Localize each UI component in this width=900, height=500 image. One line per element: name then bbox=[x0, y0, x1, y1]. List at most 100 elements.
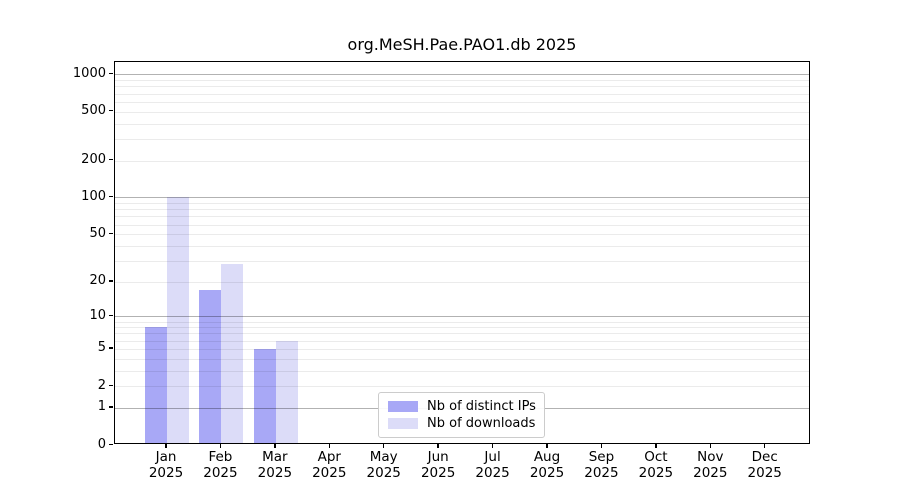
minor-gridline bbox=[115, 138, 809, 140]
y-tick-mark bbox=[109, 443, 113, 445]
minor-gridline bbox=[115, 86, 809, 88]
y-tick-label: 2 bbox=[97, 377, 106, 393]
minor-gridline bbox=[115, 203, 809, 205]
chart-title: org.MeSH.Pae.PAO1.db 2025 bbox=[347, 35, 577, 54]
plot-area: Nb of distinct IPs Nb of downloads bbox=[114, 61, 810, 444]
minor-gridline bbox=[115, 123, 809, 125]
legend-item-distinct-ips: Nb of distinct IPs bbox=[388, 399, 536, 414]
y-tick-label: 200 bbox=[81, 152, 106, 168]
legend-label-distinct-ips: Nb of distinct IPs bbox=[427, 399, 536, 414]
x-tick-label: Mar 2025 bbox=[248, 449, 302, 481]
x-tick-year: 2025 bbox=[420, 464, 456, 481]
x-tick-mark bbox=[219, 443, 222, 448]
x-tick-label: Jun 2025 bbox=[411, 449, 465, 481]
major-gridline bbox=[115, 197, 809, 199]
x-tick-mark bbox=[328, 443, 330, 448]
x-tick-label: Sep 2025 bbox=[574, 449, 628, 481]
bar-nb-of-downloads bbox=[275, 340, 298, 444]
y-tick-label: 50 bbox=[89, 225, 106, 241]
x-tick-year: 2025 bbox=[366, 464, 401, 481]
minor-gridline bbox=[115, 101, 809, 103]
x-tick-month: Mar bbox=[262, 449, 288, 465]
y-tick-label: 1 bbox=[97, 399, 106, 415]
y-tick-mark bbox=[109, 280, 113, 282]
x-tick-mark bbox=[437, 443, 439, 448]
x-tick-month: Oct bbox=[644, 449, 668, 465]
x-tick-month: Dec bbox=[751, 449, 778, 465]
x-tick-year: 2025 bbox=[693, 464, 728, 481]
x-tick-mark bbox=[600, 443, 603, 448]
x-tick-month: Aug bbox=[533, 449, 561, 465]
x-tick-month: Jun bbox=[427, 449, 449, 465]
x-tick-label: Dec 2025 bbox=[738, 449, 792, 481]
y-tick-label: 20 bbox=[89, 273, 106, 289]
x-tick-mark bbox=[764, 443, 766, 448]
x-tick-month: Apr bbox=[317, 449, 341, 465]
y-tick-label: 5 bbox=[97, 340, 106, 356]
legend-label-downloads: Nb of downloads bbox=[427, 416, 536, 431]
x-tick-month: Jan bbox=[155, 449, 177, 465]
y-tick-label: 10 bbox=[89, 307, 106, 323]
x-tick-label: Oct 2025 bbox=[629, 449, 683, 481]
x-tick-mark bbox=[383, 443, 385, 448]
x-tick-year: 2025 bbox=[203, 464, 238, 481]
x-tick-month: May bbox=[369, 449, 398, 465]
legend-swatch-downloads bbox=[388, 418, 418, 429]
legend-item-downloads: Nb of downloads bbox=[388, 416, 535, 431]
y-tick-mark bbox=[109, 195, 113, 198]
minor-gridline bbox=[115, 80, 809, 82]
bar-nb-of-downloads bbox=[221, 264, 244, 444]
x-tick-mark bbox=[546, 443, 548, 448]
x-tick-mark bbox=[274, 443, 276, 448]
x-tick-label: Feb 2025 bbox=[193, 449, 247, 481]
y-tick-mark bbox=[109, 314, 113, 317]
x-tick-mark bbox=[491, 443, 494, 448]
x-tick-mark bbox=[165, 443, 167, 448]
x-tick-label: Aug 2025 bbox=[520, 449, 574, 481]
bar-nb-of-distinct-ips bbox=[253, 348, 276, 444]
minor-gridline bbox=[115, 245, 809, 247]
y-tick-label: 100 bbox=[81, 188, 106, 204]
x-tick-month: Sep bbox=[588, 449, 615, 465]
x-tick-year: 2025 bbox=[148, 464, 184, 481]
x-tick-month: Nov bbox=[697, 449, 724, 465]
y-tick-mark bbox=[109, 159, 113, 161]
x-tick-label: Apr 2025 bbox=[302, 449, 356, 481]
x-tick-month: Jul bbox=[484, 449, 501, 465]
bar-nb-of-distinct-ips bbox=[145, 327, 167, 444]
x-tick-year: 2025 bbox=[529, 464, 565, 481]
y-tick-mark bbox=[109, 406, 113, 408]
bar-nb-of-distinct-ips bbox=[199, 289, 222, 444]
x-tick-year: 2025 bbox=[747, 464, 782, 481]
x-tick-year: 2025 bbox=[475, 464, 510, 481]
y-tick-label: 0 bbox=[97, 436, 106, 452]
major-gridline bbox=[115, 74, 809, 76]
legend-swatch-distinct-ips bbox=[388, 401, 418, 412]
minor-gridline bbox=[115, 160, 809, 162]
y-tick-mark bbox=[109, 347, 113, 349]
x-tick-label: May 2025 bbox=[357, 449, 411, 481]
y-tick-mark bbox=[109, 110, 113, 112]
x-tick-year: 2025 bbox=[638, 464, 674, 481]
y-tick-label: 500 bbox=[81, 103, 106, 119]
x-tick-mark bbox=[655, 443, 657, 448]
minor-gridline bbox=[115, 111, 809, 113]
minor-gridline bbox=[115, 216, 809, 218]
x-tick-year: 2025 bbox=[257, 464, 293, 481]
minor-gridline bbox=[115, 209, 809, 211]
x-tick-label: Jan 2025 bbox=[139, 449, 193, 481]
minor-gridline bbox=[115, 234, 809, 236]
x-tick-label: Nov 2025 bbox=[683, 449, 737, 481]
x-tick-month: Feb bbox=[208, 449, 233, 465]
y-tick-mark bbox=[109, 384, 113, 386]
minor-gridline bbox=[115, 224, 809, 226]
y-tick-mark bbox=[109, 232, 113, 234]
minor-gridline bbox=[115, 281, 809, 283]
y-tick-label: 1000 bbox=[72, 65, 106, 81]
x-tick-label: Jul 2025 bbox=[466, 449, 520, 481]
minor-gridline bbox=[115, 93, 809, 95]
chart-legend: Nb of distinct IPs Nb of downloads bbox=[378, 392, 545, 438]
y-tick-mark bbox=[109, 72, 113, 75]
minor-gridline bbox=[115, 260, 809, 262]
